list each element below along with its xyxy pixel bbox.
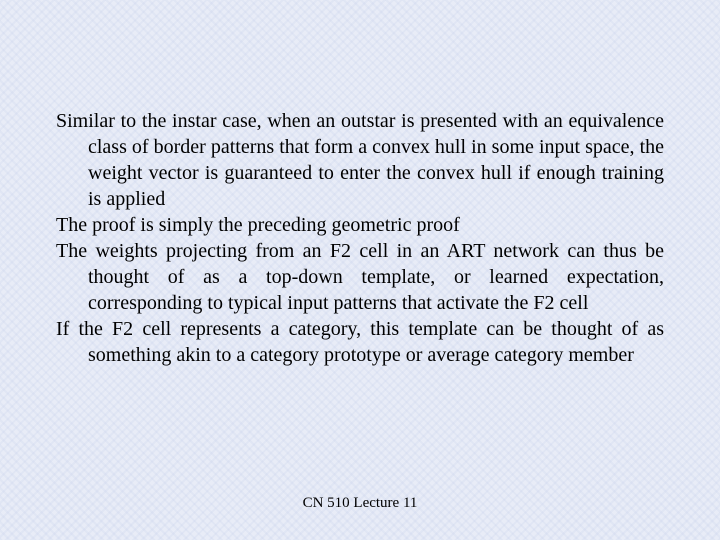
paragraph-4: If the F2 cell represents a category, th… bbox=[56, 316, 664, 368]
paragraph-3: The weights projecting from an F2 cell i… bbox=[56, 238, 664, 316]
paragraph-1: Similar to the instar case, when an outs… bbox=[56, 108, 664, 212]
slide-footer: CN 510 Lecture 11 bbox=[0, 495, 720, 512]
slide-body: Similar to the instar case, when an outs… bbox=[56, 108, 664, 368]
paragraph-2: The proof is simply the preceding geomet… bbox=[56, 212, 664, 238]
